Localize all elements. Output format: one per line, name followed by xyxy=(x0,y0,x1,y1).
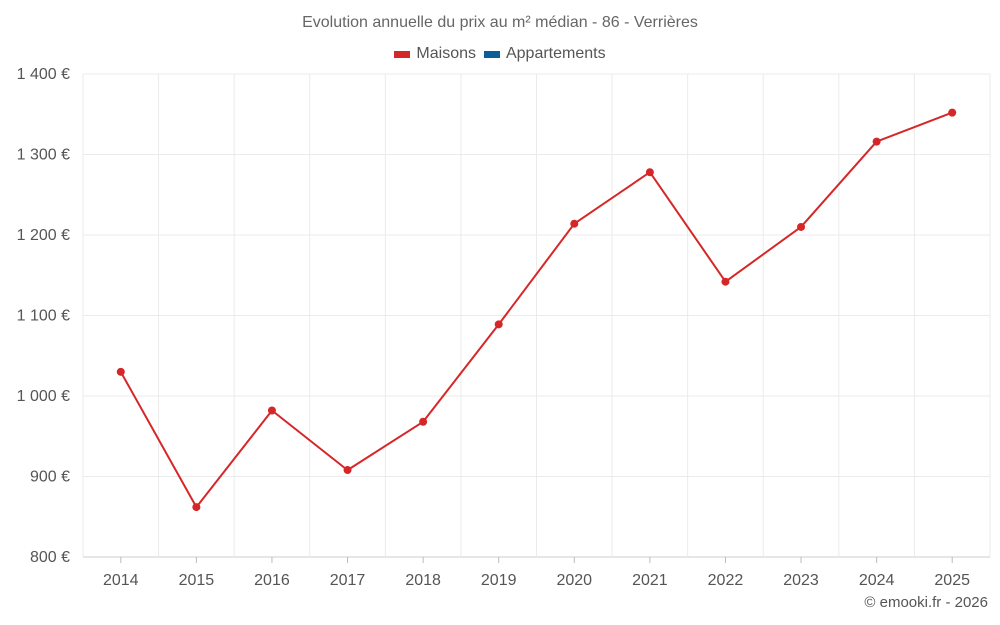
data-point xyxy=(948,108,957,117)
legend-item-appartements[interactable]: Appartements xyxy=(483,45,606,63)
data-point xyxy=(267,406,276,415)
data-point xyxy=(419,417,428,426)
x-tick-label: 2017 xyxy=(330,572,366,589)
legend-swatch-maisons xyxy=(394,50,411,58)
x-tick-label: 2019 xyxy=(481,572,517,589)
y-tick-label: 1 300 € xyxy=(17,147,70,164)
data-point xyxy=(721,277,730,286)
data-point xyxy=(192,503,201,512)
legend-swatch-appartements xyxy=(483,50,500,58)
x-tick-label: 2023 xyxy=(783,572,819,589)
legend-label-maisons: Maisons xyxy=(416,45,476,62)
chart-title: Evolution annuelle du prix au m² médian … xyxy=(302,14,698,31)
data-point xyxy=(116,367,125,376)
x-tick-label: 2014 xyxy=(103,572,139,589)
chart-legend: Maisons Appartements xyxy=(0,45,1000,63)
data-point xyxy=(645,168,654,177)
x-tick-label: 2015 xyxy=(179,572,215,589)
y-tick-label: 1 200 € xyxy=(17,227,70,244)
y-tick-label: 900 € xyxy=(30,469,70,486)
y-tick-label: 800 € xyxy=(30,549,70,566)
x-tick-label: 2024 xyxy=(859,572,895,589)
y-tick-label: 1 000 € xyxy=(17,388,70,405)
y-tick-label: 1 100 € xyxy=(17,308,70,325)
x-tick-label: 2020 xyxy=(556,572,592,589)
data-point xyxy=(797,222,806,231)
x-tick-label: 2022 xyxy=(708,572,744,589)
legend-label-appartements: Appartements xyxy=(505,45,606,62)
x-tick-label: 2025 xyxy=(934,572,970,589)
series-line-maisons xyxy=(119,111,953,509)
data-point xyxy=(494,320,503,329)
legend-item-maisons[interactable]: Maisons xyxy=(394,45,476,63)
data-point xyxy=(343,466,352,475)
credit-text: © emooki.fr - 2026 xyxy=(864,594,988,611)
y-tick-label: 1 400 € xyxy=(17,66,70,83)
data-point xyxy=(570,219,579,228)
x-tick-label: 2016 xyxy=(254,572,290,589)
data-point xyxy=(872,137,881,146)
x-tick-label: 2021 xyxy=(632,572,668,589)
x-tick-label: 2018 xyxy=(405,572,441,589)
